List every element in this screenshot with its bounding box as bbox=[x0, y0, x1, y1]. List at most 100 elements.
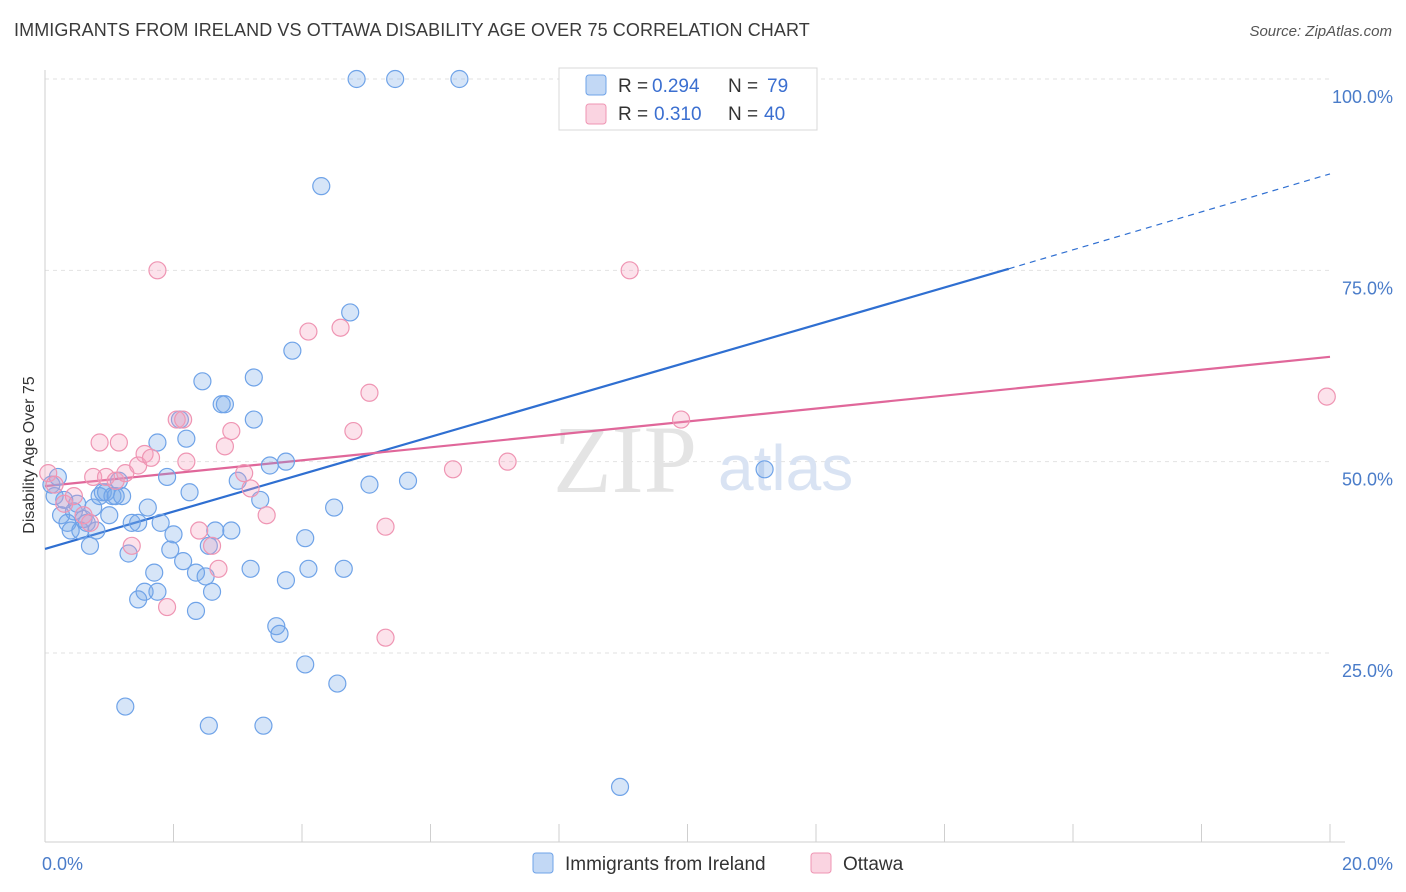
ottawa-point-25 bbox=[222, 421, 241, 441]
ireland-point-55 bbox=[270, 624, 289, 643]
y-tick-label-1: 50.0% bbox=[1342, 470, 1393, 490]
ottawa-point-8 bbox=[96, 467, 116, 487]
ottawa-point-18 bbox=[167, 410, 186, 429]
y-tick-label-0: 25.0% bbox=[1342, 661, 1393, 681]
ireland-point-71 bbox=[610, 777, 630, 797]
ireland-point-30 bbox=[151, 513, 170, 532]
ireland-point-77 bbox=[334, 559, 353, 578]
ireland-point-42 bbox=[202, 582, 222, 601]
trend-lines bbox=[44, 173, 1331, 550]
ireland-point-44 bbox=[206, 521, 225, 540]
ireland-point-64 bbox=[328, 674, 347, 693]
series-ottawa bbox=[39, 261, 1336, 647]
chart-title: IMMIGRANTS FROM IRELAND VS OTTAWA DISABI… bbox=[14, 20, 810, 40]
ottawa-point-30 bbox=[331, 318, 350, 337]
ireland-point-50 bbox=[244, 410, 263, 429]
ireland-point-63 bbox=[325, 498, 344, 517]
ireland-point-29 bbox=[148, 433, 167, 452]
bottom-legend-label-1: Immigrants from Ireland bbox=[565, 854, 766, 875]
ireland-point-53 bbox=[260, 456, 279, 475]
ireland-point-25 bbox=[135, 582, 154, 601]
ottawa-point-38 bbox=[671, 410, 691, 429]
ottawa-point-33 bbox=[376, 517, 395, 536]
source-label: Source: ZipAtlas.com bbox=[1249, 23, 1392, 40]
ottawa-point-24 bbox=[215, 437, 234, 456]
bottom-legend: Immigrants from Ireland Ottawa bbox=[532, 852, 904, 875]
bottom-legend-swatch-pink bbox=[810, 852, 832, 874]
ottawa-point-9 bbox=[106, 471, 125, 490]
ottawa-point-1 bbox=[45, 475, 64, 494]
ireland-point-74 bbox=[116, 697, 135, 716]
ireland-point-28 bbox=[148, 582, 167, 601]
trend-line-ireland bbox=[44, 267, 1010, 550]
ireland-point-70 bbox=[450, 69, 469, 89]
legend-r-label-2: R = bbox=[618, 104, 648, 125]
ireland-point-5 bbox=[61, 521, 80, 540]
ottawa-point-3 bbox=[64, 486, 84, 506]
y-tick-label-3: 100.0% bbox=[1332, 87, 1393, 107]
ottawa-point-15 bbox=[141, 448, 161, 467]
ireland-point-11 bbox=[80, 536, 100, 555]
ireland-point-60 bbox=[296, 529, 315, 548]
legend-n-value-1: 79 bbox=[767, 76, 788, 97]
x-tick-label-1: 20.0% bbox=[1342, 854, 1393, 874]
ireland-point-46 bbox=[215, 395, 234, 414]
ireland-point-59 bbox=[296, 655, 315, 674]
ottawa-point-17 bbox=[157, 597, 177, 617]
ottawa-point-10 bbox=[109, 433, 128, 452]
ireland-point-19 bbox=[106, 486, 125, 506]
ireland-point-47 bbox=[222, 521, 241, 540]
legend-n-label-1: N = bbox=[728, 76, 758, 97]
trend-line-ottawa bbox=[44, 355, 1331, 488]
ireland-point-40 bbox=[193, 372, 212, 391]
ottawa-point-34 bbox=[376, 628, 395, 647]
legend-r-value-2: 0.310 bbox=[654, 104, 702, 125]
legend-r-label-1: R = bbox=[618, 76, 648, 97]
x-tick-label-0: 0.0% bbox=[42, 854, 83, 874]
ireland-point-49 bbox=[241, 559, 260, 578]
legend-r-value-1: 0.294 bbox=[652, 76, 700, 97]
ireland-point-37 bbox=[180, 483, 199, 502]
trend-line-ireland-extension bbox=[1008, 173, 1331, 270]
ottawa-point-22 bbox=[202, 536, 222, 555]
ireland-point-67 bbox=[360, 475, 379, 494]
ireland-point-26 bbox=[138, 498, 157, 517]
ottawa-point-27 bbox=[241, 479, 260, 498]
ireland-point-33 bbox=[164, 525, 183, 544]
ireland-point-58 bbox=[283, 341, 302, 360]
ireland-point-36 bbox=[177, 429, 196, 448]
ireland-point-68 bbox=[386, 69, 405, 89]
ottawa-point-2 bbox=[55, 494, 74, 513]
ireland-point-61 bbox=[299, 559, 318, 578]
axes bbox=[44, 70, 1345, 843]
ireland-point-62 bbox=[312, 177, 331, 196]
legend-n-label-2: N = bbox=[728, 104, 758, 125]
bottom-legend-swatch-blue bbox=[532, 852, 554, 874]
ireland-point-78 bbox=[112, 486, 132, 506]
ottawa-point-32 bbox=[360, 383, 379, 402]
ireland-point-76 bbox=[254, 716, 273, 735]
ottawa-point-26 bbox=[235, 464, 254, 483]
ireland-point-35 bbox=[174, 552, 193, 571]
ottawa-point-16 bbox=[148, 261, 167, 280]
ottawa-point-5 bbox=[80, 513, 100, 532]
ottawa-point-36 bbox=[498, 452, 517, 471]
ottawa-point-0 bbox=[39, 464, 58, 483]
bottom-legend-label-2: Ottawa bbox=[843, 854, 904, 875]
ireland-point-66 bbox=[347, 69, 366, 89]
y-tick-label-2: 75.0% bbox=[1342, 278, 1393, 298]
ireland-point-23 bbox=[129, 513, 148, 532]
ireland-point-38 bbox=[186, 563, 206, 582]
legend-n-value-2: 40 bbox=[764, 104, 785, 125]
ireland-point-27 bbox=[145, 563, 164, 582]
series-immigrants-from-ireland bbox=[42, 69, 774, 797]
ottawa-point-39 bbox=[1317, 387, 1336, 406]
ottawa-point-28 bbox=[257, 506, 276, 525]
ottawa-point-21 bbox=[190, 521, 209, 540]
ireland-point-51 bbox=[244, 368, 263, 387]
ireland-point-75 bbox=[199, 716, 218, 735]
ireland-point-31 bbox=[157, 467, 177, 487]
ireland-point-22 bbox=[122, 513, 141, 532]
ireland-point-56 bbox=[276, 571, 296, 590]
ottawa-point-6 bbox=[84, 467, 103, 487]
